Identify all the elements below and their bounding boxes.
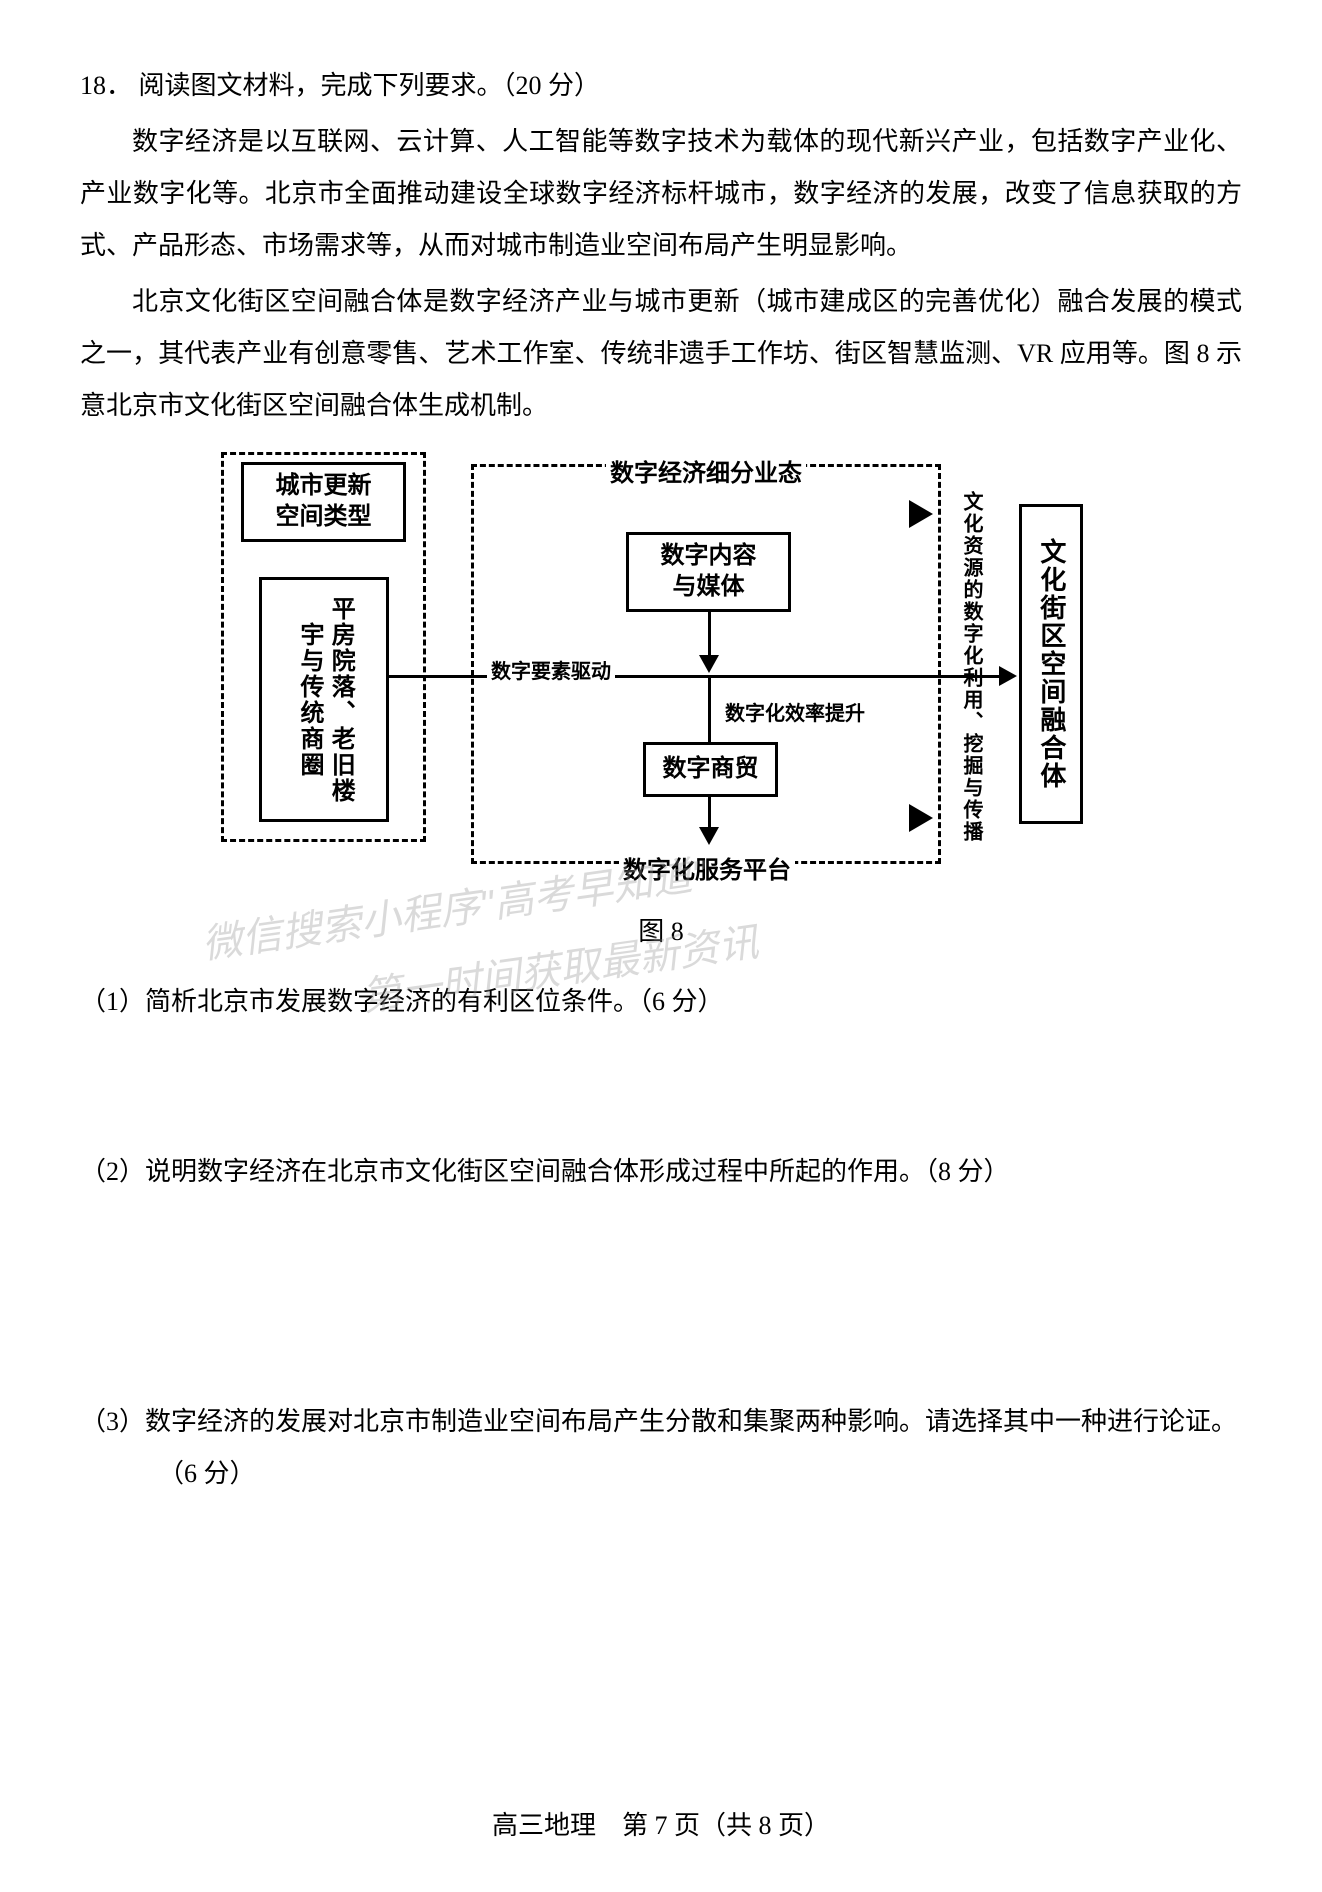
up-arrow-line xyxy=(708,678,711,742)
big-arrow-top xyxy=(909,500,933,528)
sub-question-2: （2）说明数字经济在北京市文化街区空间融合体形成过程中所起的作用。（8 分） xyxy=(80,1146,1242,1198)
answer-space-1 xyxy=(80,1028,1242,1128)
label-cultural-resource-digital: 文化资源的数字化利用、挖掘与传播 xyxy=(946,474,996,859)
main-arrow-line xyxy=(389,675,1001,678)
box-digital-commerce: 数字商贸 xyxy=(643,742,778,797)
page-footer: 高三地理 第 7 页（共 8 页） xyxy=(80,1800,1242,1852)
sub-question-1: （1）简析北京市发展数字经济的有利区位条件。（6 分） xyxy=(80,976,1242,1028)
commerce-down-head xyxy=(699,827,719,845)
down-arrow-head xyxy=(699,655,719,673)
answer-space-3 xyxy=(80,1500,1242,1780)
label-digital-element-drive: 数字要素驱动 xyxy=(487,652,615,692)
down-arrow-line xyxy=(708,612,711,657)
question-stem: 阅读图文材料，完成下列要求。（20 分） xyxy=(139,71,601,100)
label-digital-service-platform: 数字化服务平台 xyxy=(619,847,795,895)
label-efficiency-up: 数字化效率提升 xyxy=(721,694,869,734)
box-old-buildings: 平房院落、老旧楼宇与传统商圈 xyxy=(259,577,389,822)
big-arrow-bottom xyxy=(909,804,933,832)
commerce-down-line xyxy=(708,797,711,829)
question-number: 18． xyxy=(80,71,132,100)
label-digital-economy-forms: 数字经济细分业态 xyxy=(606,450,806,498)
sub-question-3: （3）数字经济的发展对北京市制造业空间布局产生分散和集聚两种影响。请选择其中一种… xyxy=(80,1396,1242,1500)
answer-space-2 xyxy=(80,1198,1242,1378)
box-cultural-street-fusion: 文化街区空间融合体 xyxy=(1019,504,1083,824)
main-arrow-head xyxy=(999,666,1017,686)
figure-8-diagram: 城市更新 空间类型 平房院落、老旧楼宇与传统商圈 数字经济细分业态 数字内容 与… xyxy=(211,442,1111,902)
paragraph-2: 北京文化街区空间融合体是数字经济产业与城市更新（城市建成区的完善优化）融合发展的… xyxy=(80,276,1242,432)
figure-caption: 图 8 xyxy=(80,906,1242,958)
question-header: 18． 阅读图文材料，完成下列要求。（20 分） xyxy=(80,60,1242,112)
paragraph-1: 数字经济是以互联网、云计算、人工智能等数字技术为载体的现代新兴产业，包括数字产业… xyxy=(80,116,1242,272)
box-digital-content-media: 数字内容 与媒体 xyxy=(626,532,791,612)
figure-8-wrap: 城市更新 空间类型 平房院落、老旧楼宇与传统商圈 数字经济细分业态 数字内容 与… xyxy=(80,442,1242,902)
box-urban-renewal-type: 城市更新 空间类型 xyxy=(241,462,406,542)
